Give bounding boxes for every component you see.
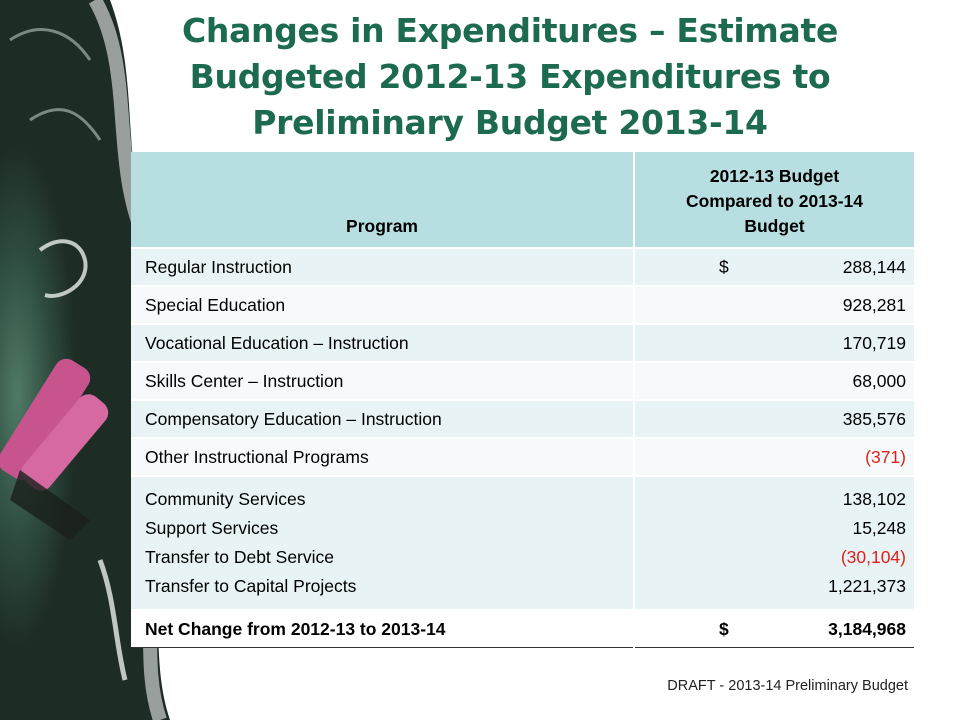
value-text: 288,144 [842,256,906,277]
total-value: 3,184,968 [828,618,906,639]
total-label: Net Change from 2012-13 to 2013-14 [131,609,635,648]
program-cell: Vocational Education – Instruction [131,323,635,362]
table-row: Other Instructional Programs (371) [131,437,914,476]
program-line: Community Services [145,489,306,509]
dollar-sign: $ [719,256,729,277]
value-text: 68,000 [852,370,906,391]
value-text: (371) [865,446,906,467]
value-text: 170,719 [842,332,906,353]
value-line: 138,102 [842,489,906,509]
title-line-1: Changes in Expenditures – Estimate [181,11,839,50]
table-row: Vocational Education – Instruction 170,7… [131,323,914,362]
value-cell: 385,576 [634,399,914,438]
value-text: 385,576 [842,408,906,429]
table-row-multi: Community Services Support Services Tran… [131,475,914,610]
program-line: Transfer to Debt Service [145,547,335,567]
table-row: Regular Instruction $288,144 [131,247,914,286]
comparison-header-text: 2012-13 Budget Compared to 2013-14 Budge… [685,166,863,236]
value-line: (30,104) [840,547,906,567]
value-line: 15,248 [852,518,906,538]
value-text: 928,281 [842,294,906,315]
value-cell: (371) [634,437,914,476]
value-cell: $288,144 [634,247,914,286]
program-cell: Special Education [131,285,635,324]
program-cell: Compensatory Education – Instruction [131,399,635,438]
value-cell: 68,000 [634,361,914,400]
total-row: Net Change from 2012-13 to 2013-14 $3,18… [131,609,914,648]
value-cell: 170,719 [634,323,914,362]
title-line-3: Preliminary Budget 2013-14 [252,103,768,142]
pink-chalk-icon [0,358,109,540]
budget-table: Program 2012-13 Budget Compared to 2013-… [131,152,914,648]
program-cell: Regular Instruction [131,247,635,286]
table-header-row: Program 2012-13 Budget Compared to 2013-… [131,152,914,248]
program-line: Support Services [145,518,279,538]
dollar-sign: $ [719,618,729,639]
comparison-column-header: 2012-13 Budget Compared to 2013-14 Budge… [634,152,914,248]
program-line: Transfer to Capital Projects [145,576,357,596]
title-line-2: Budgeted 2012-13 Expenditures to [189,57,831,96]
table-row: Skills Center – Instruction 68,000 [131,361,914,400]
program-column-header: Program [131,152,635,248]
table-row: Special Education 928,281 [131,285,914,324]
page-title: Changes in Expenditures – Estimate Budge… [150,8,870,146]
value-line: 1,221,373 [828,576,906,596]
value-cell-multi: 138,102 15,248 (30,104) 1,221,373 [634,475,914,610]
program-cell-multi: Community Services Support Services Tran… [131,475,635,610]
program-cell: Other Instructional Programs [131,437,635,476]
total-value-cell: $3,184,968 [634,609,914,648]
program-cell: Skills Center – Instruction [131,361,635,400]
table-row: Compensatory Education – Instruction 385… [131,399,914,438]
footer-note: DRAFT - 2013-14 Preliminary Budget [667,678,908,694]
value-cell: 928,281 [634,285,914,324]
